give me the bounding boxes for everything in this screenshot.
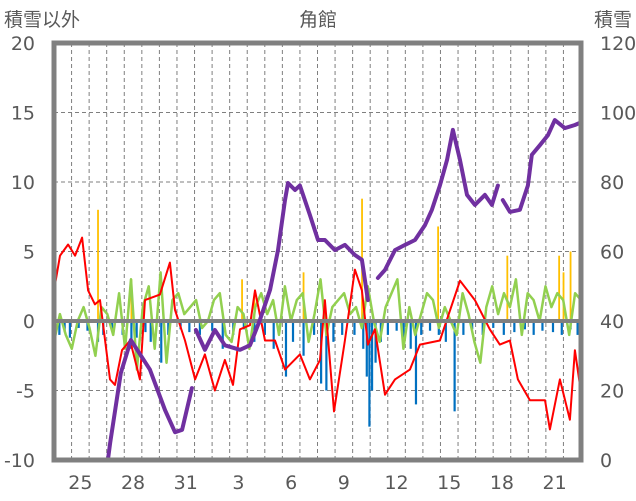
blue-bar: [86, 321, 89, 331]
blue-bar: [428, 321, 432, 331]
blue-bar: [513, 321, 516, 333]
left-tick-label: 0: [23, 311, 35, 333]
blue-bar: [471, 321, 474, 330]
blue-bar: [560, 321, 563, 335]
x-tick-label: 9: [338, 472, 350, 494]
blue-bar: [291, 321, 295, 342]
blue-bar: [110, 321, 114, 330]
blue-bar: [481, 321, 484, 335]
plot-frame: [51, 40, 584, 463]
right-tick-label: 100: [600, 103, 636, 125]
blue-bar: [576, 321, 579, 335]
blue-bar: [523, 321, 526, 330]
blue-bar: [368, 321, 371, 427]
orange-bar: [241, 279, 243, 321]
blue-bar: [211, 321, 214, 331]
blue-bar: [402, 321, 405, 342]
blue-bar: [58, 321, 61, 335]
blue-bar: [462, 321, 465, 335]
blue-bar: [362, 321, 365, 349]
orange-bar: [506, 255, 509, 321]
blue-bar: [221, 321, 224, 349]
blue-bar: [188, 321, 191, 333]
x-tick-label: 21: [543, 472, 567, 494]
right-tick-label: 0: [600, 450, 612, 472]
left-tick-label: 5: [23, 242, 35, 264]
x-tick-label: 6: [285, 472, 297, 494]
orange-bar: [558, 255, 561, 321]
orange-bar: [437, 226, 440, 321]
green-series-line: [52, 271, 582, 371]
blue-bar: [68, 321, 72, 338]
snow-depth-line: [500, 118, 582, 214]
blue-bar: [198, 321, 202, 335]
orange-bar: [562, 272, 565, 321]
blue-bar: [409, 321, 412, 349]
blue-bar: [325, 321, 328, 391]
blue-bar: [420, 321, 423, 335]
left-tick-label: -5: [16, 381, 35, 403]
blue-bar: [272, 321, 275, 349]
blue-bar: [242, 321, 245, 330]
right-tick-label: 120: [600, 33, 636, 55]
blue-bar: [149, 321, 152, 342]
blue-bar: [263, 321, 266, 335]
x-tick-label: 28: [121, 472, 145, 494]
blue-bar: [453, 321, 456, 412]
blue-bar: [135, 321, 138, 338]
snow-depth-line: [52, 338, 194, 462]
blue-bar: [395, 321, 398, 331]
snow-depth-line: [193, 181, 370, 352]
orange-bar: [97, 209, 99, 321]
x-tick-label: 25: [68, 472, 92, 494]
blue-bar: [374, 321, 377, 363]
x-tick-label: 12: [384, 472, 408, 494]
blue-bar: [365, 321, 368, 377]
blue-bar: [492, 321, 495, 328]
axes: 20 15 10 5 0 -5 -10 120 100 80 60 40 20 0 25 28 31 3 6 9 12 1…: [4, 33, 636, 494]
blue-bar: [414, 321, 418, 405]
left-tick-label: 15: [11, 103, 35, 125]
blue-bar: [341, 321, 344, 335]
blue-bar: [370, 321, 374, 391]
blue-bar: [312, 321, 316, 335]
blue-bar: [284, 321, 288, 377]
blue-bar: [130, 321, 133, 349]
orange-bar: [569, 251, 572, 321]
x-tick-label: 18: [490, 472, 514, 494]
chart-title: 角館: [299, 9, 337, 31]
right-axis-title: 積雪: [594, 9, 632, 31]
blue-bar: [541, 321, 544, 331]
left-tick-label: -10: [4, 450, 35, 472]
blue-bar: [77, 321, 80, 328]
blue-bar: [551, 321, 555, 333]
left-tick-label: 10: [11, 172, 35, 194]
snow-depth-line: [375, 127, 500, 280]
blue-bar: [144, 321, 147, 333]
x-tick-label: 15: [437, 472, 461, 494]
temperature-line: [53, 236, 581, 431]
right-tick-label: 80: [600, 172, 624, 194]
blue-bar: [444, 321, 447, 342]
x-tick-label: 31: [174, 472, 198, 494]
blue-bar: [532, 321, 535, 335]
blue-bar: [502, 321, 505, 335]
right-tick-label: 20: [600, 381, 624, 403]
blue-bar: [332, 321, 335, 342]
blue-bar: [302, 321, 305, 356]
left-tick-label: 20: [11, 33, 35, 55]
right-tick-label: 40: [600, 311, 624, 333]
left-axis-title: 積雪以外: [4, 9, 80, 31]
x-tick-label: 3: [232, 472, 244, 494]
blue-bar: [353, 321, 356, 335]
blue-bar: [160, 321, 163, 363]
right-tick-label: 60: [600, 242, 624, 264]
blue-bar: [386, 321, 389, 335]
blue-bar: [167, 321, 170, 335]
gridlines: [54, 43, 581, 460]
plot-marks: [52, 118, 582, 462]
